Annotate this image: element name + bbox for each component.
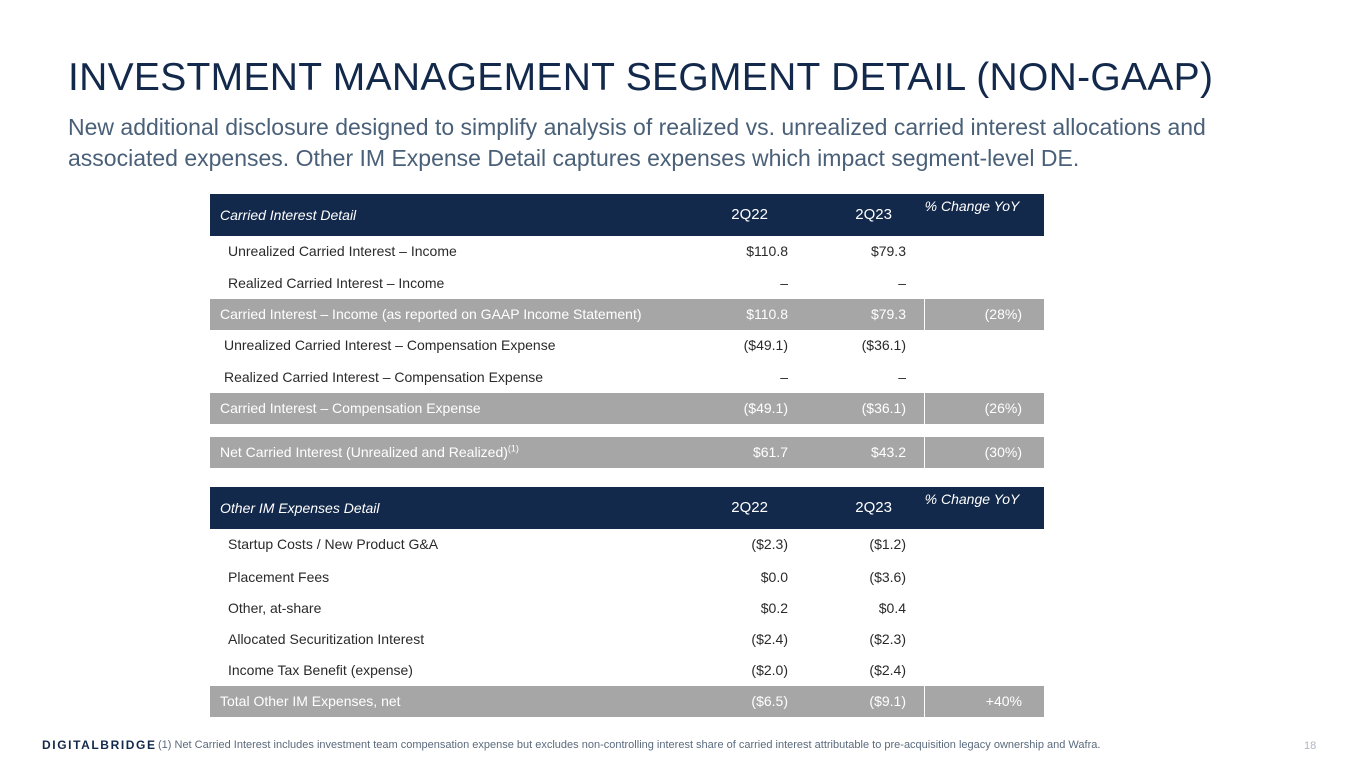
row-q1: ($2.4) xyxy=(751,631,788,647)
row-label: Unrealized Carried Interest – Income xyxy=(228,243,457,259)
row-q1: $0.0 xyxy=(760,569,788,585)
row-change: (28%) xyxy=(984,306,1022,322)
row-q2: ($1.2) xyxy=(869,536,906,552)
table-row-subtotal: Carried Interest – Compensation Expense … xyxy=(210,393,1044,424)
row-label: Net Carried Interest (Unrealized and Rea… xyxy=(220,443,519,460)
other-im-expenses-table: Other IM Expenses Detail 2Q22 2Q23 % Cha… xyxy=(210,487,1044,717)
row-q1: ($2.3) xyxy=(751,536,788,552)
row-change: (26%) xyxy=(984,400,1022,416)
net-carried-interest-row: Net Carried Interest (Unrealized and Rea… xyxy=(210,437,1044,468)
header-change: % Change YoY xyxy=(924,491,1020,507)
page-title: INVESTMENT MANAGEMENT SEGMENT DETAIL (NO… xyxy=(68,56,1214,99)
row-q1: $110.8 xyxy=(746,243,788,259)
header-label: Other IM Expenses Detail xyxy=(220,500,380,516)
row-q1: – xyxy=(780,275,788,291)
row-q2: ($2.4) xyxy=(869,662,906,678)
row-q2: ($9.1) xyxy=(869,693,906,709)
row-label: Carried Interest – Income (as reported o… xyxy=(220,306,642,322)
table-row: Unrealized Carried Interest – Income $11… xyxy=(210,236,1044,268)
table-row-subtotal: Carried Interest – Income (as reported o… xyxy=(210,299,1044,330)
row-q2: $79.3 xyxy=(870,243,906,259)
table-row: Allocated Securitization Interest ($2.4)… xyxy=(210,624,1044,655)
row-change: (30%) xyxy=(984,444,1022,460)
header-label: Carried Interest Detail xyxy=(220,207,357,223)
row-q2: – xyxy=(898,369,906,385)
row-q1: $61.7 xyxy=(752,444,788,460)
row-q2: ($3.6) xyxy=(869,569,906,585)
header-q2: 2Q23 xyxy=(855,499,892,516)
row-q1: $0.2 xyxy=(760,600,788,616)
row-label: Startup Costs / New Product G&A xyxy=(228,536,439,552)
row-q2: $0.4 xyxy=(878,600,906,616)
header-change: % Change YoY xyxy=(924,198,1020,214)
row-label: Allocated Securitization Interest xyxy=(228,631,425,647)
table-row: Other, at-share $0.2 $0.4 xyxy=(210,593,1044,624)
table-row: Unrealized Carried Interest – Compensati… xyxy=(210,330,1044,362)
header-q2: 2Q23 xyxy=(855,206,892,223)
footnote: (1) Net Carried Interest includes invest… xyxy=(158,739,1101,751)
table-row: Realized Carried Interest – Compensation… xyxy=(210,362,1044,393)
row-change: +40% xyxy=(985,693,1022,709)
row-label: Total Other IM Expenses, net xyxy=(220,693,401,709)
row-q1: ($2.0) xyxy=(751,662,788,678)
table-row: Startup Costs / New Product G&A ($2.3) (… xyxy=(210,529,1044,562)
row-q2: – xyxy=(898,275,906,291)
page-number: 18 xyxy=(1304,740,1317,752)
row-label: Placement Fees xyxy=(228,569,330,585)
table-row: Income Tax Benefit (expense) ($2.0) ($2.… xyxy=(210,655,1044,686)
table-row: Realized Carried Interest – Income – – xyxy=(210,268,1044,299)
table-row: Placement Fees $0.0 ($3.6) xyxy=(210,562,1044,593)
header-q1: 2Q22 xyxy=(731,499,768,516)
row-label: Realized Carried Interest – Compensation… xyxy=(224,369,544,385)
row-label: Unrealized Carried Interest – Compensati… xyxy=(224,337,556,353)
row-q1: ($49.1) xyxy=(743,400,788,416)
row-q2: $79.3 xyxy=(870,306,906,322)
row-q2: ($36.1) xyxy=(861,400,906,416)
row-label: Carried Interest – Compensation Expense xyxy=(220,400,481,416)
footnote-marker: (1) xyxy=(507,443,519,454)
row-q1: ($6.5) xyxy=(751,693,788,709)
carried-interest-table: Carried Interest Detail 2Q22 2Q23 % Chan… xyxy=(210,194,1044,468)
row-q2: ($36.1) xyxy=(861,337,906,353)
row-q1: – xyxy=(780,369,788,385)
other-expenses-header: Other IM Expenses Detail 2Q22 2Q23 % Cha… xyxy=(210,487,1044,529)
row-q2: $43.2 xyxy=(870,444,906,460)
total-other-expenses-row: Total Other IM Expenses, net ($6.5) ($9.… xyxy=(210,686,1044,717)
company-logo: DIGITALBRIDGE xyxy=(42,738,157,752)
row-q1: $110.8 xyxy=(746,306,788,322)
header-q1: 2Q22 xyxy=(731,206,768,223)
row-label: Other, at-share xyxy=(228,600,322,616)
page-subtitle: New additional disclosure designed to si… xyxy=(68,114,1206,171)
row-label: Income Tax Benefit (expense) xyxy=(228,662,413,678)
row-q2: ($2.3) xyxy=(869,631,906,647)
row-label: Realized Carried Interest – Income xyxy=(228,275,445,291)
row-q1: ($49.1) xyxy=(743,337,788,353)
carried-interest-header: Carried Interest Detail 2Q22 2Q23 % Chan… xyxy=(210,194,1044,236)
